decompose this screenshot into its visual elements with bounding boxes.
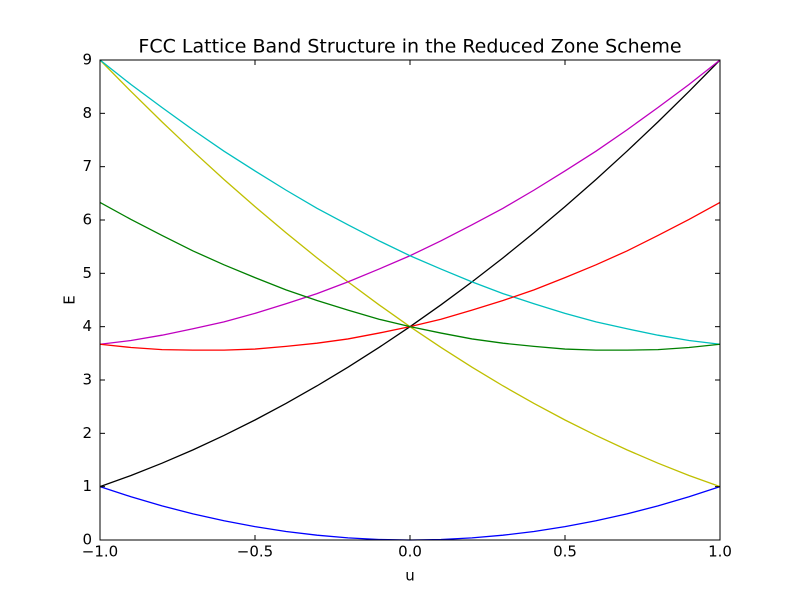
y-axis-label: E — [61, 295, 79, 304]
y-tick-label: 6 — [82, 211, 92, 229]
y-tick-label: 7 — [82, 157, 92, 175]
y-tick-label: 8 — [82, 104, 92, 122]
x-tick-label: 0.5 — [553, 543, 577, 561]
y-tick-label: 5 — [82, 264, 92, 282]
band-line — [99, 201, 721, 351]
x-tick-label: −0.5 — [237, 543, 273, 561]
band-line — [99, 59, 721, 345]
y-tick-label: 3 — [82, 371, 92, 389]
chart-title: FCC Lattice Band Structure in the Reduce… — [138, 36, 681, 58]
x-tick-label: −1.0 — [82, 543, 118, 561]
x-tick-label: 1.0 — [708, 543, 732, 561]
y-tick-label: 1 — [82, 477, 92, 495]
x-tick-label: 0.0 — [398, 543, 422, 561]
plot-frame — [99, 59, 721, 541]
y-tick-label: 0 — [82, 531, 92, 549]
y-tick-label: 4 — [82, 317, 92, 335]
y-tick-label: 2 — [82, 424, 92, 442]
x-axis-label: u — [405, 567, 415, 585]
y-tick-label: 9 — [82, 51, 92, 69]
